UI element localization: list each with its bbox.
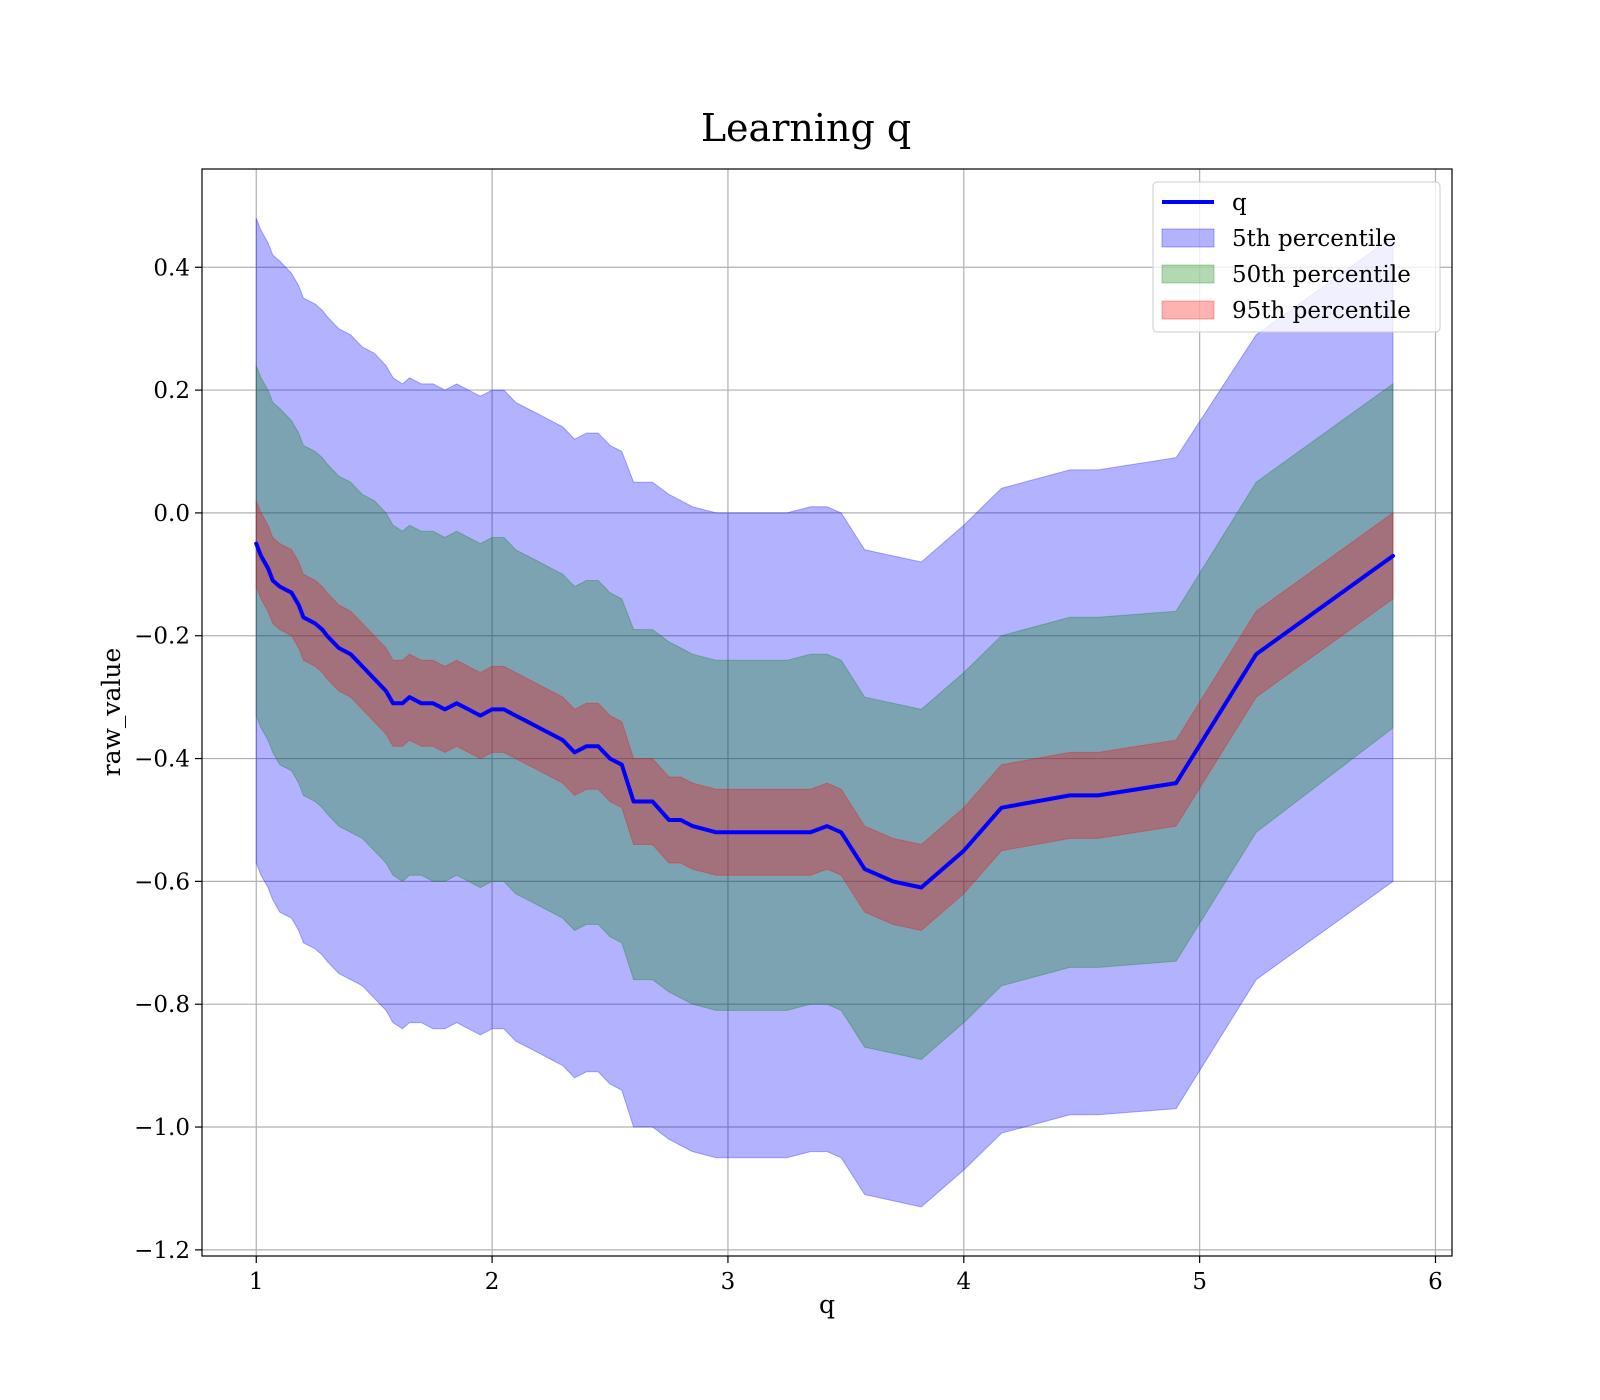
y-tick-label: −1.0 bbox=[134, 1115, 190, 1141]
x-tick-label: 4 bbox=[956, 1269, 971, 1295]
band-95th-percentile bbox=[255, 500, 1394, 932]
y-axis-label: raw_value bbox=[97, 648, 126, 777]
y-tick-label: 0.2 bbox=[153, 378, 190, 404]
percentile-bands bbox=[255, 217, 1394, 1208]
line-layer bbox=[254, 541, 1395, 890]
legend-label-50th: 50th percentile bbox=[1232, 262, 1411, 288]
x-tick-label: 5 bbox=[1192, 1269, 1207, 1295]
series-line-q bbox=[254, 541, 1395, 890]
legend-label-5th: 5th percentile bbox=[1232, 226, 1396, 252]
legend: q 5th percentile 50th percentile 95th pe… bbox=[1152, 181, 1441, 333]
legend-label-95th: 95th percentile bbox=[1232, 298, 1411, 324]
legend-swatch-5th bbox=[1161, 228, 1215, 248]
x-axis-ticks: 1 2 3 4 5 6 bbox=[249, 1256, 1443, 1295]
x-tick-label: 3 bbox=[721, 1269, 736, 1295]
plot-frame bbox=[201, 168, 1453, 1257]
x-tick-label: 2 bbox=[485, 1269, 500, 1295]
legend-label-q: q bbox=[1232, 190, 1247, 216]
band-50th-percentile bbox=[255, 365, 1394, 1061]
x-tick-label: 6 bbox=[1428, 1269, 1443, 1295]
x-axis-label: q bbox=[819, 1290, 835, 1319]
y-tick-label: −0.4 bbox=[134, 747, 190, 773]
legend-swatch-50th bbox=[1161, 264, 1215, 284]
y-tick-label: −1.2 bbox=[134, 1238, 190, 1264]
y-tick-label: −0.6 bbox=[134, 869, 190, 895]
legend-frame bbox=[1152, 181, 1441, 333]
grid bbox=[202, 169, 1452, 1256]
y-tick-label: 0.4 bbox=[153, 255, 190, 281]
y-tick-label: 0.0 bbox=[153, 501, 190, 527]
legend-swatch-95th bbox=[1161, 300, 1215, 320]
y-axis-ticks: 0.4 0.2 0.0 −0.2 −0.4 −0.6 −0.8 −1.0 −1.2 bbox=[134, 255, 202, 1264]
y-tick-label: −0.8 bbox=[134, 992, 190, 1018]
y-tick-label: −0.2 bbox=[134, 624, 190, 650]
band-5th-percentile bbox=[255, 217, 1394, 1208]
chart-title: Learning q bbox=[701, 106, 911, 150]
x-tick-label: 1 bbox=[249, 1269, 264, 1295]
